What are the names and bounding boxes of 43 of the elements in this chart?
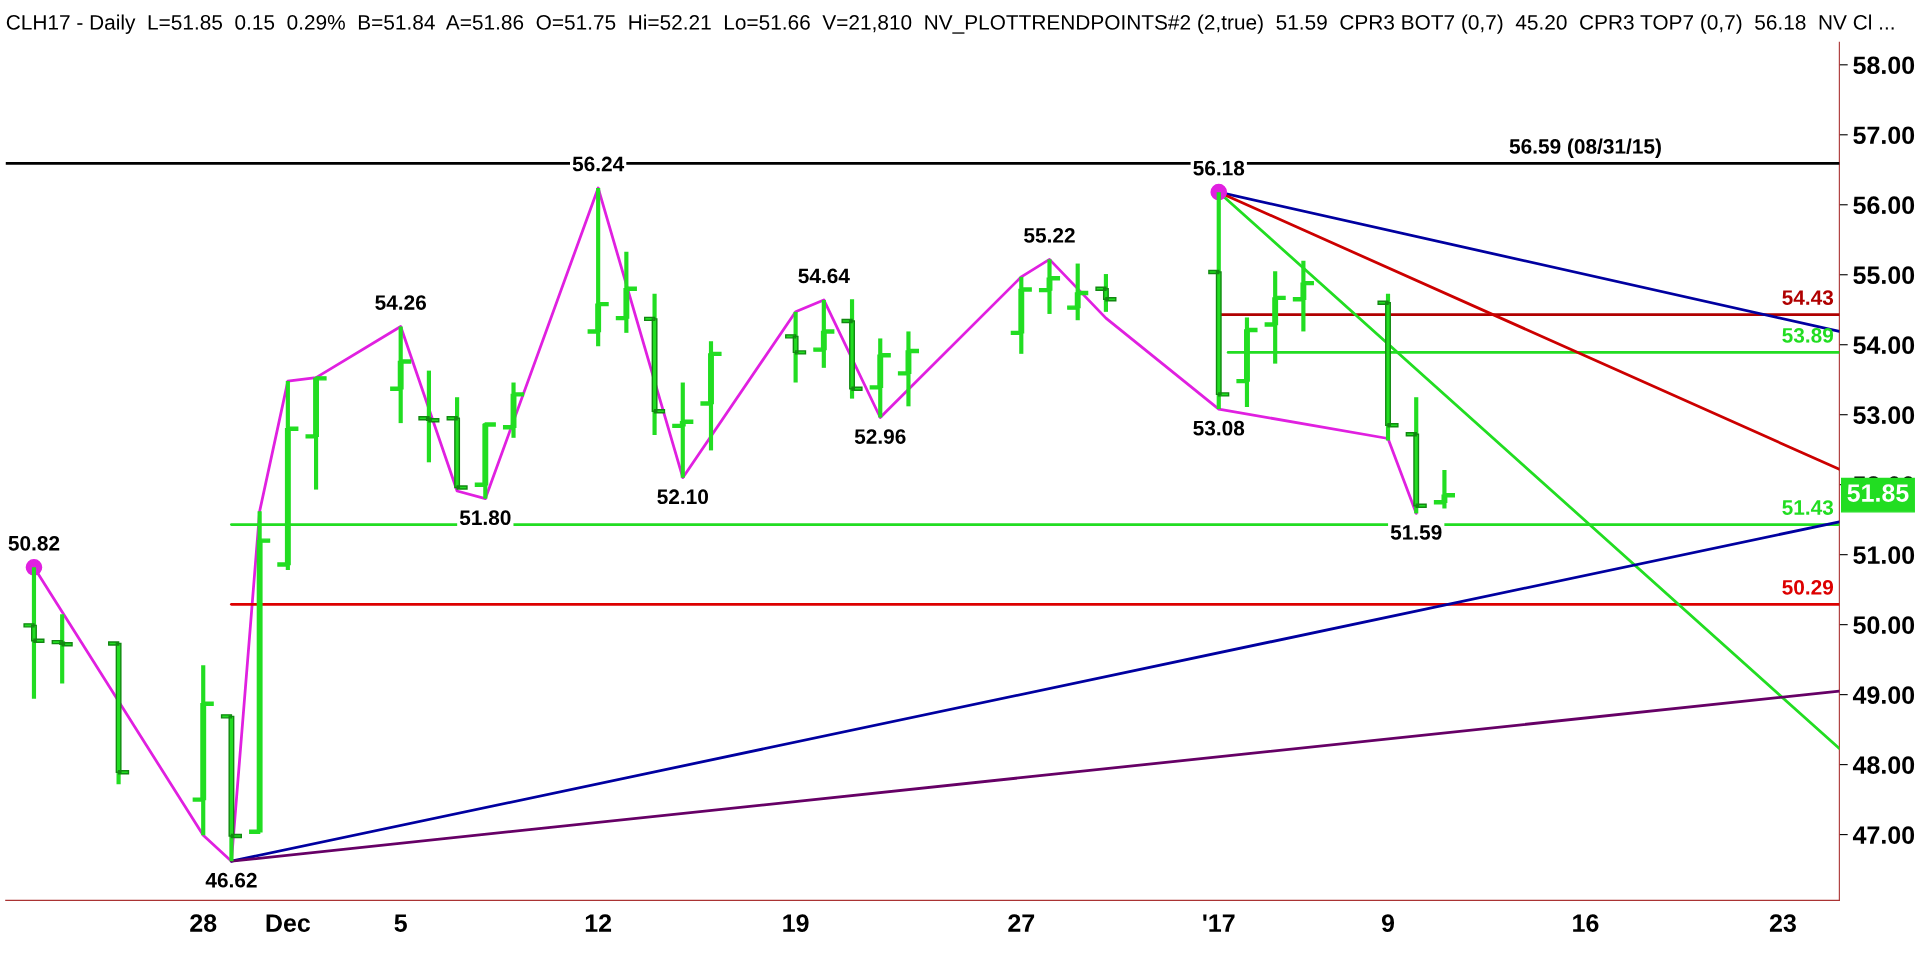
- y-tick-label: 57.00: [1853, 126, 1915, 145]
- data-label: 53.08: [1193, 420, 1245, 436]
- y-tick-label: 47.00: [1852, 826, 1915, 844]
- data-label: 53.89: [1782, 328, 1834, 343]
- y-tick-label: 53.00: [1853, 406, 1915, 425]
- data-label: 51.59: [1390, 525, 1442, 540]
- candlestick: [1067, 263, 1089, 321]
- y-tick-label: 48.00: [1852, 756, 1915, 774]
- chart-title: CLH17 - Daily L=51.85 0.15 0.29% B=51.84 A=51.86 O=51.75 Hi=52.21 Lo=51.66 V=21,810 NV_PLOTTRENDPOINTS#2 (2,true) 51.59 CPR3 BOT7 (0,7) 45.20 CPR3 TOP7 (0,7) 56.18 NV Cl ...: [6, 14, 1894, 34]
- data-label: 52.96: [854, 429, 906, 444]
- candlestick: [813, 299, 835, 368]
- x-tick-label: 27: [1008, 914, 1035, 932]
- x-tick-label: 9: [1381, 914, 1395, 932]
- x-tick-label: '17: [1203, 914, 1235, 932]
- data-label: 50.29: [1782, 579, 1834, 595]
- data-label: 56.18: [1193, 160, 1245, 176]
- y-tick-label: 50.00: [1853, 616, 1915, 634]
- x-tick-label: 5: [394, 914, 407, 932]
- data-label: 52.10: [657, 489, 708, 505]
- data-label: 55.22: [1024, 227, 1075, 243]
- y-tick-label: 49.00: [1852, 686, 1915, 704]
- y-tick-label: 54.00: [1853, 336, 1915, 355]
- data-label: 56.24: [572, 156, 625, 172]
- data-label: 54.26: [375, 295, 427, 310]
- data-label: 51.43: [1782, 500, 1834, 515]
- y-tick-label: 51.00: [1853, 546, 1915, 564]
- x-tick-label: 19: [783, 914, 809, 932]
- data-label: 51.80: [459, 510, 511, 526]
- x-tick-label: 16: [1573, 914, 1599, 932]
- x-tick-label: 23: [1769, 914, 1796, 932]
- data-label: 54.64: [798, 268, 850, 284]
- candlestick: [785, 311, 807, 383]
- data-label: 50.82: [8, 535, 60, 551]
- data-label: 46.62: [205, 872, 257, 888]
- y-tick-label: 58.00: [1853, 56, 1915, 75]
- x-tick-label: Dec: [266, 914, 311, 932]
- x-tick-label: 12: [585, 914, 612, 932]
- x-tick-label: 28: [190, 914, 217, 932]
- data-label: 56.59 (08/31/15): [1509, 138, 1661, 158]
- data-label: 54.43: [1782, 290, 1834, 305]
- text: 51.85: [1847, 484, 1909, 502]
- y-tick-label: 56.00: [1853, 196, 1915, 215]
- y-tick-label: 55.00: [1853, 266, 1915, 285]
